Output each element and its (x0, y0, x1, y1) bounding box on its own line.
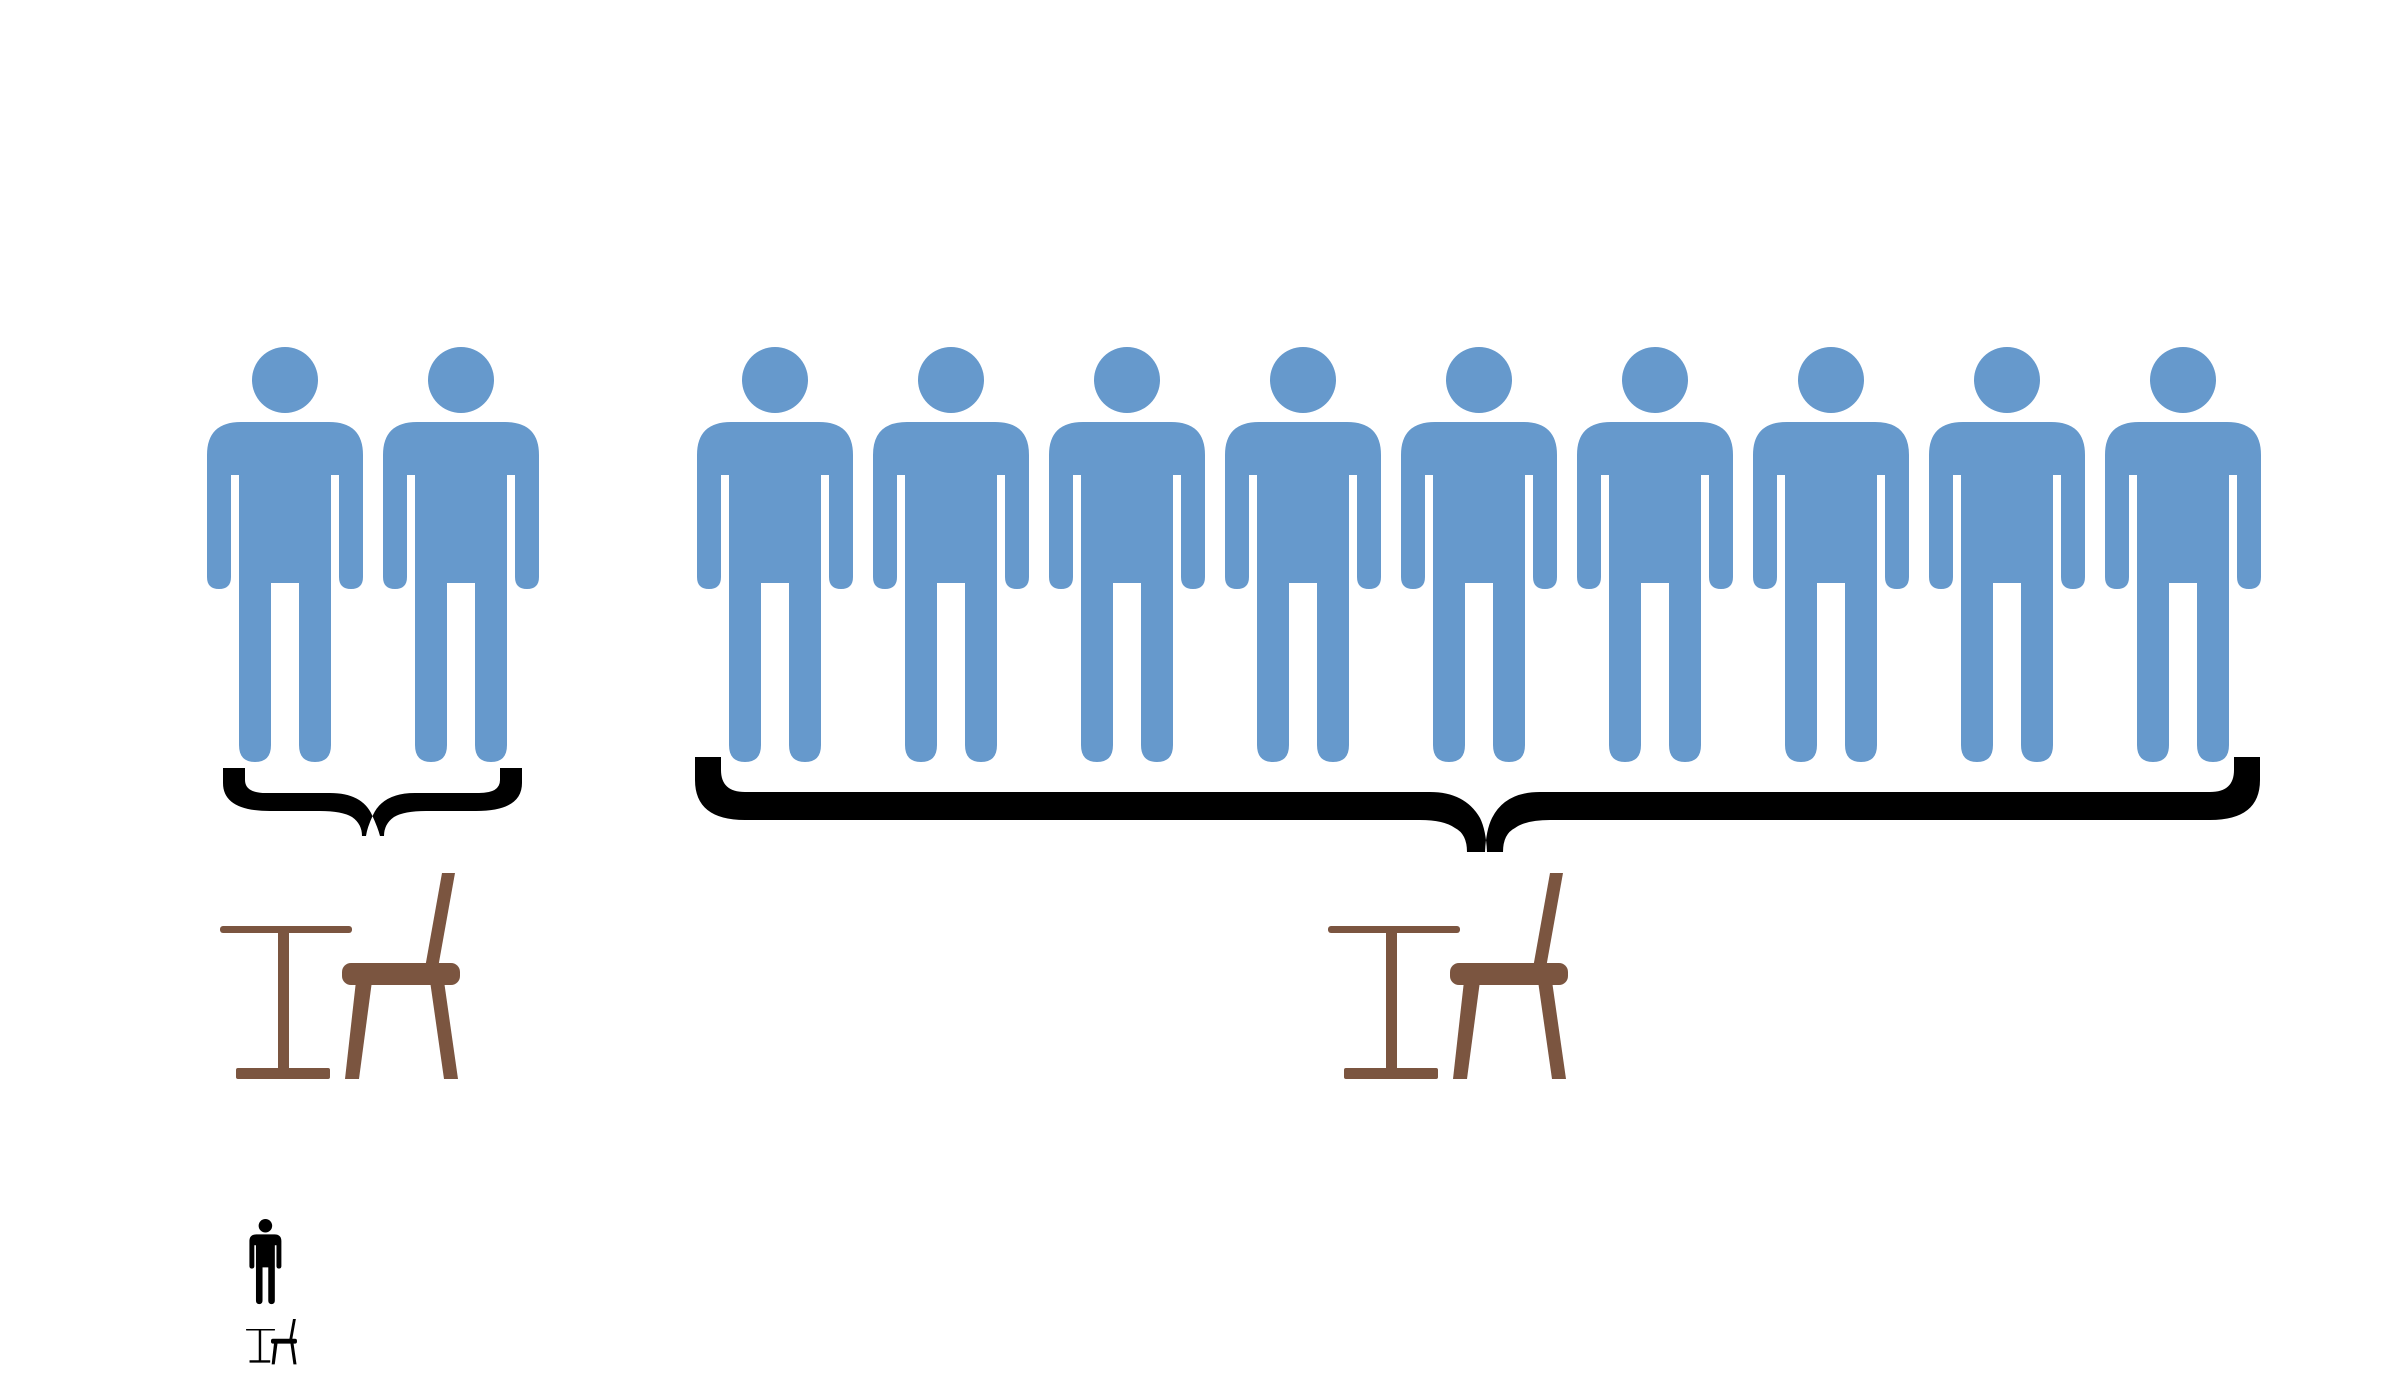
table-icon (1328, 926, 1460, 1079)
person-icon (249, 1219, 282, 1305)
person-icon (1577, 347, 1733, 762)
curly-brace-small (223, 768, 522, 836)
curly-brace-large (695, 757, 2260, 852)
chair-icon (271, 1319, 297, 1365)
person-icon (2105, 347, 2261, 762)
table-icon (246, 1329, 276, 1363)
small-group (207, 347, 539, 1079)
person-icon (207, 347, 363, 762)
people-row-large (697, 347, 2261, 762)
person-icon (1401, 347, 1557, 762)
person-icon (1929, 347, 2085, 762)
chair-icon (1450, 873, 1568, 1079)
person-icon (873, 347, 1029, 762)
large-group (695, 347, 2261, 1079)
chair-icon (342, 873, 460, 1079)
person-icon (1753, 347, 1909, 762)
furniture-small (220, 873, 460, 1079)
person-icon (1225, 347, 1381, 762)
furniture-large (1328, 873, 1568, 1079)
person-icon (1049, 347, 1205, 762)
table-icon (220, 926, 352, 1079)
legend (246, 1219, 297, 1365)
person-icon (697, 347, 853, 762)
person-icon (383, 347, 539, 762)
people-row-small (207, 347, 539, 762)
